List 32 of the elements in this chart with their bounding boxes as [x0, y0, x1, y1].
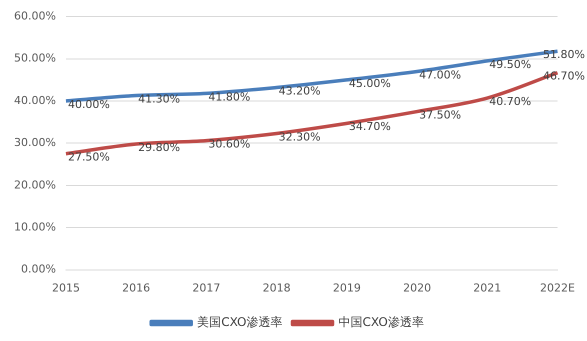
- x-tick-label: 2017: [192, 281, 220, 294]
- x-tick-label: 2021: [473, 281, 502, 294]
- legend-label: 美国CXO渗透率: [197, 315, 283, 330]
- data-label: 51.80%: [543, 48, 586, 62]
- x-tick-label: 2019: [332, 281, 361, 294]
- data-label: 34.70%: [348, 120, 391, 134]
- data-label: 37.50%: [419, 108, 462, 122]
- data-label: 49.50%: [489, 58, 532, 71]
- data-label: 27.50%: [68, 150, 110, 164]
- x-tick-label: 2018: [262, 281, 291, 294]
- data-label: 40.70%: [489, 94, 532, 108]
- y-tick-label: 0.00%: [20, 262, 56, 276]
- legend-label: 中国CXO渗透率: [338, 315, 424, 330]
- x-tick-label: 2022E: [540, 281, 576, 294]
- data-label: 41.80%: [208, 90, 250, 104]
- y-tick-label: 50.00%: [14, 52, 56, 65]
- data-label: 40.00%: [68, 98, 110, 111]
- y-tick-label: 30.00%: [14, 136, 56, 150]
- y-tick-label: 20.00%: [14, 178, 56, 192]
- data-label: 45.00%: [348, 76, 391, 90]
- y-tick-label: 10.00%: [14, 220, 56, 234]
- data-label: 41.30%: [138, 92, 180, 106]
- x-tick-label: 2016: [122, 281, 150, 294]
- x-tick-label: 2015: [52, 281, 80, 294]
- y-tick-label: 60.00%: [14, 9, 56, 22]
- data-label: 47.00%: [419, 68, 462, 82]
- data-label: 43.20%: [278, 84, 321, 98]
- data-label: 32.30%: [278, 130, 321, 144]
- data-label: 30.60%: [208, 138, 250, 151]
- y-tick-label: 40.00%: [14, 94, 56, 107]
- data-label: 29.80%: [138, 140, 180, 154]
- x-tick-label: 2020: [403, 281, 432, 294]
